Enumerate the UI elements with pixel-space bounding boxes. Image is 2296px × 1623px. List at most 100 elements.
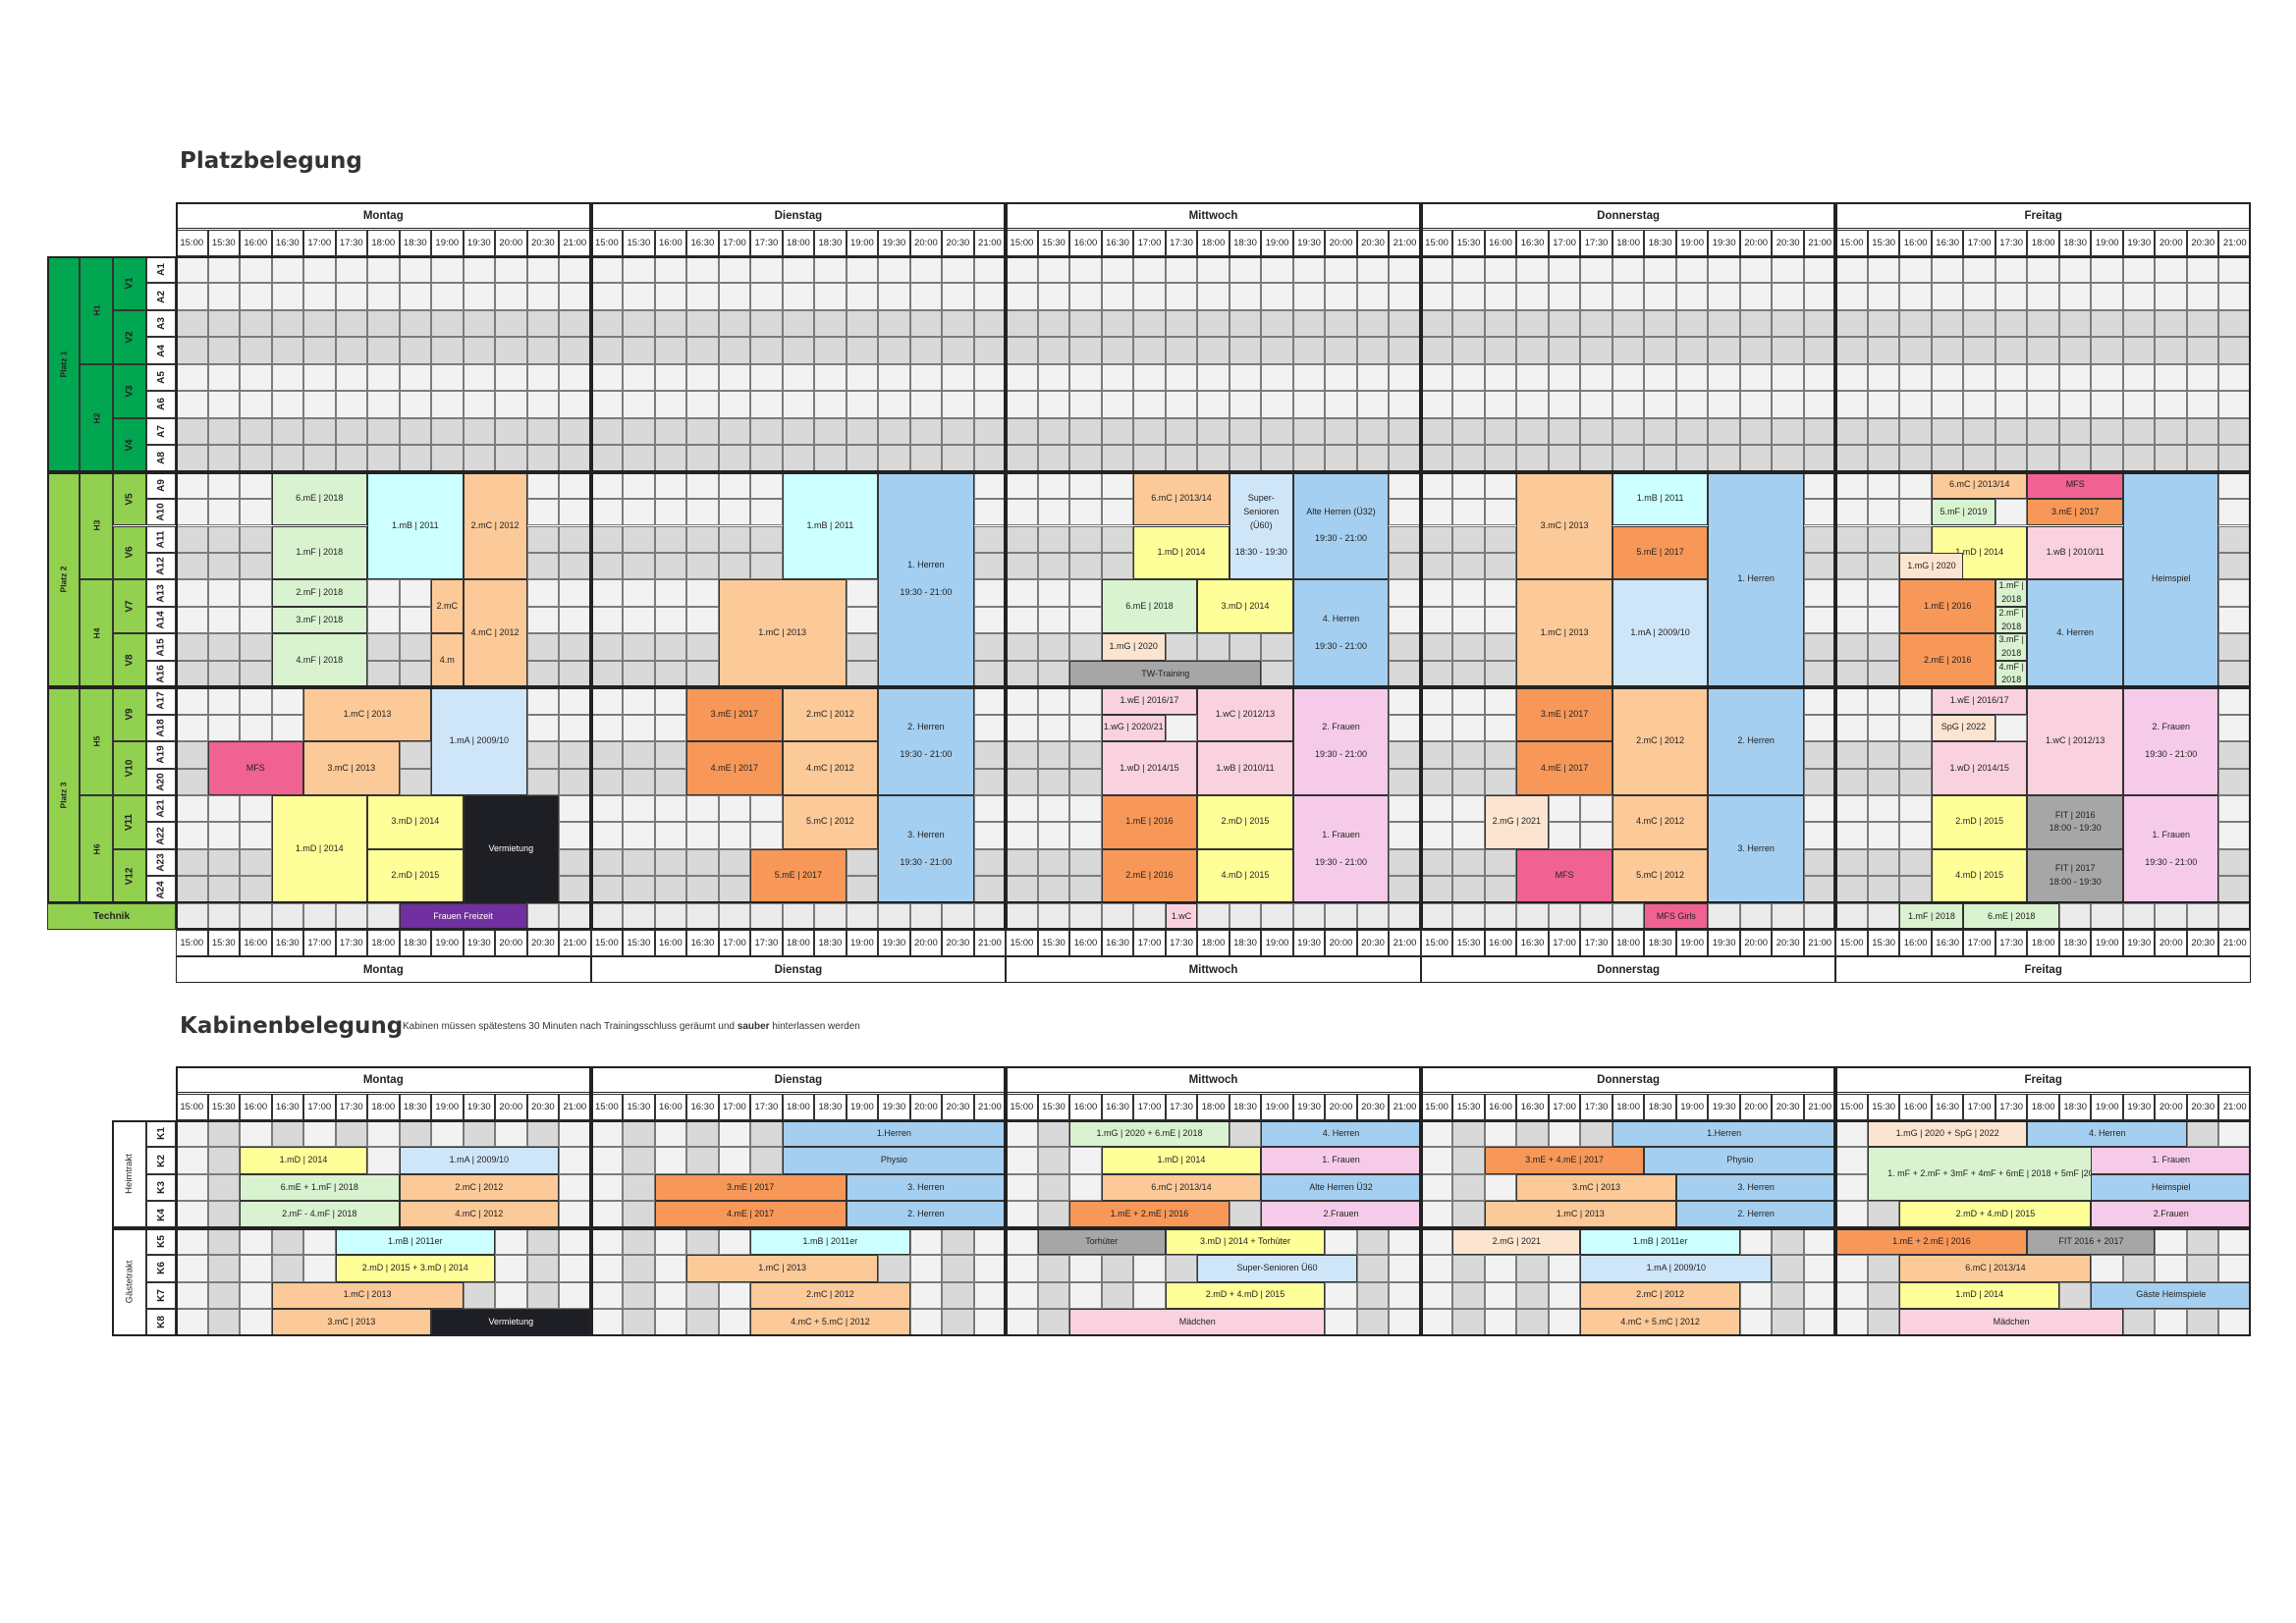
platz-booking[interactable]: 5.mE | 2017 — [1612, 525, 1709, 580]
platz-grid-cell[interactable] — [1037, 337, 1070, 364]
platz-grid-cell[interactable] — [1389, 445, 1421, 472]
platz-grid-cell[interactable] — [176, 337, 208, 364]
platz-grid-cell[interactable] — [559, 391, 591, 418]
kabinen-grid-cell[interactable] — [909, 1227, 943, 1256]
platz-grid-cell[interactable] — [1803, 337, 1836, 364]
platz-grid-cell[interactable] — [2122, 309, 2156, 338]
platz-grid-cell[interactable] — [909, 256, 943, 284]
platz-grid-cell[interactable] — [1995, 714, 2028, 742]
platz-grid-cell[interactable] — [1133, 902, 1166, 931]
platz-grid-cell[interactable] — [1708, 309, 1740, 338]
kabinen-grid-cell[interactable] — [1452, 1281, 1485, 1310]
platz-grid-cell[interactable] — [1197, 445, 1230, 472]
platz-grid-cell[interactable] — [750, 309, 783, 338]
platz-grid-cell[interactable] — [1197, 417, 1230, 446]
platz-grid-cell[interactable] — [271, 445, 304, 472]
platz-grid-cell[interactable] — [1835, 363, 1868, 392]
platz-grid-cell[interactable] — [1803, 633, 1836, 661]
platz-grid-cell[interactable] — [2058, 283, 2092, 310]
platz-grid-cell[interactable] — [1867, 471, 1900, 500]
kabinen-grid-cell[interactable] — [973, 1255, 1007, 1282]
kabinen-grid-cell[interactable] — [176, 1309, 208, 1336]
platz-booking[interactable]: 1.mG | 2020 — [1899, 552, 1964, 580]
kabinen-booking[interactable]: 3.mC | 2013 — [1516, 1173, 1676, 1202]
platz-grid-cell[interactable] — [654, 337, 687, 364]
platz-grid-cell[interactable] — [1006, 499, 1038, 526]
kabinen-grid-cell[interactable] — [1069, 1173, 1102, 1202]
platz-grid-cell[interactable] — [207, 714, 240, 742]
platz-grid-cell[interactable] — [1548, 337, 1581, 364]
platz-grid-cell[interactable] — [207, 848, 240, 877]
kabinen-grid-cell[interactable] — [1006, 1147, 1038, 1174]
platz-grid-cell[interactable] — [1516, 417, 1549, 446]
platz-grid-cell[interactable] — [846, 660, 879, 688]
platz-grid-cell[interactable] — [335, 256, 368, 284]
platz-grid-cell[interactable] — [846, 391, 879, 418]
platz-grid-cell[interactable] — [335, 417, 368, 446]
platz-grid-cell[interactable] — [176, 768, 208, 795]
platz-grid-cell[interactable] — [1484, 552, 1517, 580]
platz-grid-cell[interactable] — [1931, 337, 1964, 364]
platz-grid-cell[interactable] — [1484, 256, 1517, 284]
platz-grid-cell[interactable] — [240, 525, 272, 553]
platz-grid-cell[interactable] — [559, 283, 591, 310]
platz-grid-cell[interactable] — [654, 499, 687, 526]
platz-grid-cell[interactable] — [1899, 741, 1932, 769]
platz-grid-cell[interactable] — [1037, 552, 1070, 580]
platz-grid-cell[interactable] — [1037, 256, 1070, 284]
platz-booking[interactable]: 2.mC — [431, 579, 464, 634]
platz-grid-cell[interactable] — [1069, 499, 1102, 526]
kabinen-grid-cell[interactable] — [1803, 1281, 1836, 1310]
platz-grid-cell[interactable] — [623, 552, 655, 580]
platz-grid-cell[interactable] — [1612, 337, 1645, 364]
platz-grid-cell[interactable] — [1803, 714, 1836, 742]
platz-grid-cell[interactable] — [718, 445, 751, 472]
platz-grid-cell[interactable] — [495, 391, 527, 418]
platz-grid-cell[interactable] — [240, 256, 272, 284]
platz-grid-cell[interactable] — [1484, 391, 1517, 418]
platz-grid-cell[interactable] — [1420, 579, 1453, 607]
platz-grid-cell[interactable] — [207, 633, 240, 661]
platz-grid-cell[interactable] — [814, 256, 847, 284]
platz-grid-cell[interactable] — [1452, 822, 1485, 849]
kabinen-grid-cell[interactable] — [1006, 1309, 1038, 1336]
platz-grid-cell[interactable] — [1452, 876, 1485, 903]
platz-grid-cell[interactable] — [750, 256, 783, 284]
platz-grid-cell[interactable] — [1835, 848, 1868, 877]
platz-grid-cell[interactable] — [1006, 876, 1038, 903]
platz-grid-cell[interactable] — [814, 391, 847, 418]
platz-grid-cell[interactable] — [526, 902, 560, 931]
platz-grid-cell[interactable] — [1069, 525, 1102, 553]
platz-grid-cell[interactable] — [1835, 795, 1868, 823]
platz-grid-cell[interactable] — [1006, 687, 1038, 715]
kabinen-booking[interactable]: 1.mC | 2013 — [686, 1255, 879, 1282]
platz-booking[interactable]: 4. Herren 19:30 - 21:00 — [1292, 579, 1390, 688]
platz-grid-cell[interactable] — [973, 256, 1007, 284]
platz-grid-cell[interactable] — [2186, 337, 2219, 364]
platz-grid-cell[interactable] — [1197, 391, 1230, 418]
platz-grid-cell[interactable] — [559, 552, 591, 580]
platz-grid-cell[interactable] — [1867, 848, 1900, 877]
platz-booking[interactable]: 1.wE | 2016/17 — [1101, 687, 1198, 715]
platz-grid-cell[interactable] — [1867, 714, 1900, 742]
platz-booking[interactable]: 1. Frauen 19:30 - 21:00 — [2122, 795, 2219, 903]
platz-grid-cell[interactable] — [2186, 309, 2219, 338]
platz-grid-cell[interactable] — [590, 552, 624, 580]
kabinen-booking[interactable]: 3. Herren — [1675, 1173, 1836, 1202]
platz-grid-cell[interactable] — [1931, 309, 1964, 338]
platz-grid-cell[interactable] — [750, 417, 783, 446]
platz-grid-cell[interactable] — [176, 417, 208, 446]
kabinen-grid-cell[interactable] — [1037, 1201, 1070, 1228]
platz-grid-cell[interactable] — [271, 391, 304, 418]
platz-grid-cell[interactable] — [176, 902, 208, 931]
kabinen-grid-cell[interactable] — [495, 1255, 527, 1282]
platz-grid-cell[interactable] — [526, 579, 560, 607]
platz-grid-cell[interactable] — [1580, 795, 1613, 823]
platz-grid-cell[interactable] — [1772, 337, 1804, 364]
platz-grid-cell[interactable] — [176, 633, 208, 661]
platz-grid-cell[interactable] — [1644, 256, 1676, 284]
platz-grid-cell[interactable] — [207, 902, 240, 931]
platz-grid-cell[interactable] — [2027, 256, 2059, 284]
kabinen-grid-cell[interactable] — [942, 1309, 974, 1336]
platz-grid-cell[interactable] — [1995, 283, 2028, 310]
